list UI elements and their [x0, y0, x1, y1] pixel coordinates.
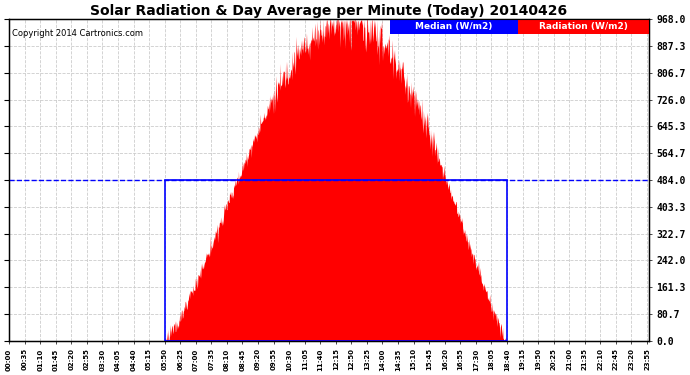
Bar — [165, 180, 507, 341]
Text: Copyright 2014 Cartronics.com: Copyright 2014 Cartronics.com — [12, 29, 144, 38]
Title: Solar Radiation & Day Average per Minute (Today) 20140426: Solar Radiation & Day Average per Minute… — [90, 4, 567, 18]
